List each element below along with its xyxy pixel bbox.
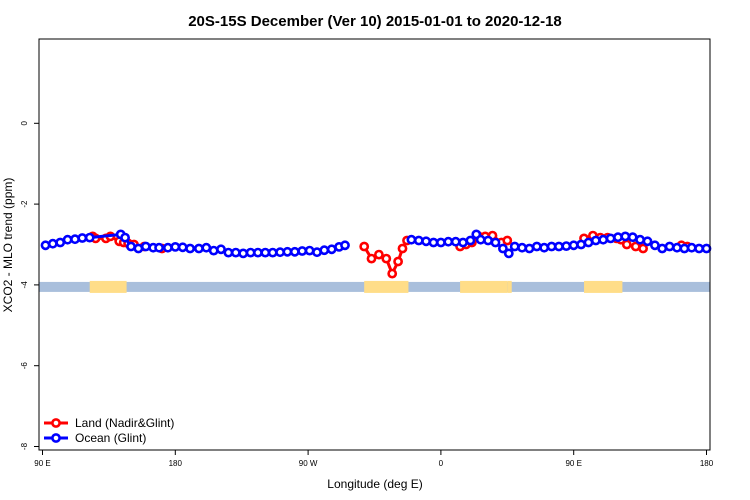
data-point [598, 234, 609, 245]
x-tick-label: 90 E [34, 459, 50, 468]
data-point [701, 243, 712, 254]
data-point [531, 241, 542, 252]
x-tick-label: 90 W [299, 459, 318, 468]
data-point [475, 234, 486, 245]
data-point [70, 234, 80, 245]
data-point [539, 242, 550, 253]
data-point [185, 243, 195, 254]
data-point [435, 237, 446, 248]
data-point [289, 246, 300, 257]
y-tick-label: 0 [20, 121, 29, 126]
x-tick-label: 180 [700, 459, 714, 468]
data-point [635, 234, 645, 245]
y-tick-label: -2 [20, 200, 29, 208]
data-point [503, 248, 514, 259]
data-point [576, 239, 586, 250]
data-point [638, 243, 648, 254]
data-point [502, 235, 513, 246]
data-point [397, 243, 408, 254]
data-point [340, 240, 350, 251]
data-point [47, 238, 58, 249]
data-point [193, 243, 204, 254]
x-tick-label: 0 [439, 459, 444, 468]
data-point [393, 256, 403, 267]
data-point [590, 235, 601, 246]
data-point [133, 243, 144, 254]
surface-strip [39, 280, 710, 293]
series-layer [40, 229, 712, 279]
data-point [524, 243, 535, 254]
data-point [154, 242, 164, 253]
data-point [84, 232, 95, 243]
data-point [672, 242, 682, 253]
data-point [490, 237, 501, 248]
data-point [62, 234, 73, 245]
data-point [120, 232, 130, 243]
legend-label: Ocean (Glint) [75, 431, 146, 445]
data-point [686, 242, 697, 253]
axis-ticks: 90 E 180 90 W 0 90 E 180 0 -2 -4 -6 -8 [20, 121, 714, 468]
data-point [657, 243, 668, 254]
data-point [465, 235, 476, 246]
data-point [568, 240, 579, 251]
land-strip-segment [507, 280, 512, 293]
data-point [605, 233, 616, 244]
data-point [561, 241, 572, 251]
land-strip-segment [460, 280, 508, 293]
legend-marker [51, 433, 61, 443]
data-point [509, 241, 520, 252]
data-point [304, 245, 315, 256]
plot-frame [38, 38, 711, 451]
chart-title: 20S-15S December (Ver 10) 2015-01-01 to … [188, 13, 562, 30]
y-tick-label: -4 [20, 281, 29, 289]
data-point [421, 236, 431, 247]
data-point [177, 242, 188, 253]
data-point [381, 253, 392, 264]
data-point [387, 268, 398, 279]
land-strip-segment [584, 280, 623, 293]
y-tick-label: -6 [20, 362, 29, 370]
data-point [216, 244, 226, 255]
y-tick-label: -8 [20, 442, 29, 450]
data-point [373, 249, 384, 260]
data-point [620, 231, 631, 242]
legend-marker [51, 418, 61, 428]
data-point [366, 253, 377, 264]
legend-label: Land (Nadir&Glint) [75, 416, 174, 430]
data-point [230, 247, 241, 258]
x-tick-label: 90 E [565, 459, 581, 468]
data-point [664, 241, 675, 252]
land-strip-segment [364, 280, 409, 293]
x-tick-label: 180 [169, 459, 183, 468]
data-point [140, 241, 151, 252]
data-point [621, 239, 632, 250]
data-point [359, 241, 370, 252]
data-point [126, 241, 136, 252]
data-point [483, 235, 493, 246]
data-point [458, 237, 468, 248]
data-point [319, 245, 330, 256]
data-point [497, 243, 508, 254]
x-axis-label: Longitude (deg E) [327, 477, 422, 491]
data-point [406, 234, 417, 245]
legend: Land (Nadir&Glint)Ocean (Glint) [44, 416, 174, 445]
data-point [642, 236, 653, 247]
data-point [162, 242, 173, 253]
data-point [238, 248, 249, 259]
y-axis-label: XCO2 - MLO trend (ppm) [1, 178, 15, 313]
data-point [208, 245, 219, 256]
land-strip-segment [89, 280, 127, 293]
